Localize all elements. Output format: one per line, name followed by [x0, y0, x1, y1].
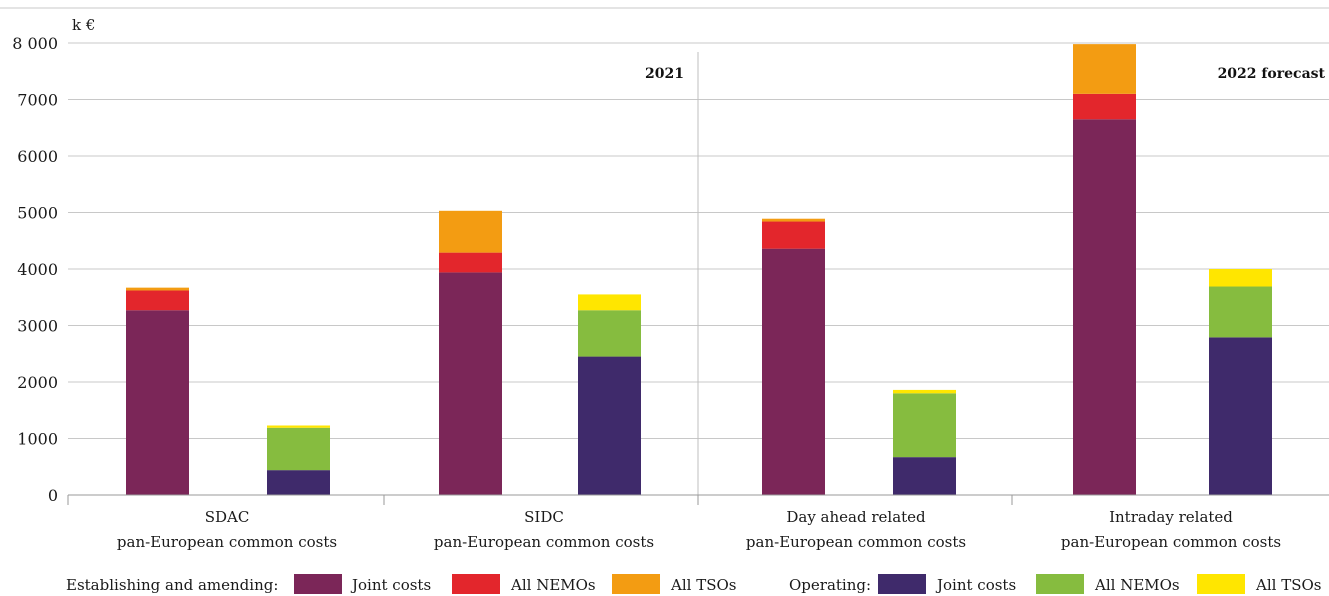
y-tick-label: 7000 [17, 91, 58, 110]
x-axis-ticks [67, 495, 1013, 505]
legend-swatch-operating-joint-costs [878, 574, 926, 594]
bar-sidc-operating-joint-costs [578, 356, 641, 495]
bar-sdac-operating-all-nemos [267, 427, 330, 471]
y-tick-label: 8 000 [12, 34, 58, 53]
bar-intraday-related-operating-joint-costs [1209, 337, 1272, 495]
bar-day-ahead-related-operating-all-tsos [893, 389, 956, 394]
category-label: Day ahead related [786, 508, 926, 526]
bar-day-ahead-related-establishing-joint-costs [762, 248, 825, 495]
bar-intraday-related-operating-all-nemos [1209, 286, 1272, 338]
bar-intraday-related-establishing-joint-costs [1073, 119, 1136, 496]
bar-sdac-operating-joint-costs [267, 470, 330, 495]
bar-sdac-operating-all-tsos [267, 425, 330, 428]
legend-label-operating-joint-costs: Joint costs [935, 576, 1016, 594]
legend-label-operating-all-nemos: All NEMOs [1094, 576, 1180, 594]
y-axis-ticks: 0 1000 2000 3000 4000 5000 6000 7000 8 000 [12, 34, 58, 505]
legend-label-establishing-joint-costs: Joint costs [350, 576, 431, 594]
bar-intraday-related-establishing-all-nemos [1073, 93, 1136, 120]
bars [126, 44, 1272, 496]
legend-swatch-operating-all-nemos [1036, 574, 1084, 594]
legend-group-label-establishing: Establishing and amending: [66, 576, 278, 594]
category-sublabel: pan-European common costs [1061, 533, 1281, 551]
panel-label-2022-forecast: 2022 forecast [1218, 66, 1326, 82]
y-tick-label: 4000 [17, 260, 58, 279]
bar-sidc-operating-all-tsos [578, 294, 641, 311]
legend: Establishing and amending: Joint costs A… [66, 574, 1321, 594]
legend-label-establishing-all-tsos: All TSOs [670, 576, 736, 594]
bar-day-ahead-related-operating-joint-costs [893, 457, 956, 495]
legend-swatch-operating-all-tsos [1197, 574, 1245, 594]
y-tick-label: 5000 [17, 204, 58, 223]
category-label: SIDC [524, 508, 564, 526]
category-label: SDAC [205, 508, 250, 526]
legend-swatch-establishing-all-tsos [612, 574, 660, 594]
bar-sdac-establishing-joint-costs [126, 310, 189, 495]
bar-sidc-establishing-all-tsos [439, 210, 502, 253]
bar-sidc-operating-all-nemos [578, 310, 641, 357]
bar-sdac-establishing-all-tsos [126, 287, 189, 291]
y-tick-label: 2000 [17, 373, 58, 392]
bar-day-ahead-related-operating-all-nemos [893, 393, 956, 458]
bar-sdac-establishing-all-nemos [126, 290, 189, 311]
bar-day-ahead-related-establishing-all-tsos [762, 218, 825, 222]
y-tick-label: 3000 [17, 317, 58, 336]
legend-swatch-establishing-all-nemos [452, 574, 500, 594]
category-sublabel: pan-European common costs [434, 533, 654, 551]
category-sublabel: pan-European common costs [117, 533, 337, 551]
bar-intraday-related-establishing-all-tsos [1073, 44, 1136, 94]
bar-day-ahead-related-establishing-all-nemos [762, 221, 825, 249]
legend-label-establishing-all-nemos: All NEMOs [510, 576, 596, 594]
panel-label-2021: 2021 [645, 66, 684, 82]
y-tick-label: 1000 [17, 430, 58, 449]
category-sublabel: pan-European common costs [746, 533, 966, 551]
bar-sidc-establishing-all-nemos [439, 252, 502, 273]
legend-swatch-establishing-joint-costs [294, 574, 342, 594]
legend-label-operating-all-tsos: All TSOs [1255, 576, 1321, 594]
y-axis-unit-label: k € [72, 16, 95, 34]
legend-group-label-operating: Operating: [789, 576, 871, 594]
bar-sidc-establishing-joint-costs [439, 272, 502, 495]
bar-intraday-related-operating-all-tsos [1209, 269, 1272, 287]
category-label: Intraday related [1109, 508, 1233, 526]
y-tick-label: 0 [48, 486, 58, 505]
y-tick-label: 6000 [17, 147, 58, 166]
category-labels: SDAC pan-European common costs SIDC pan-Eur… [117, 508, 1281, 551]
